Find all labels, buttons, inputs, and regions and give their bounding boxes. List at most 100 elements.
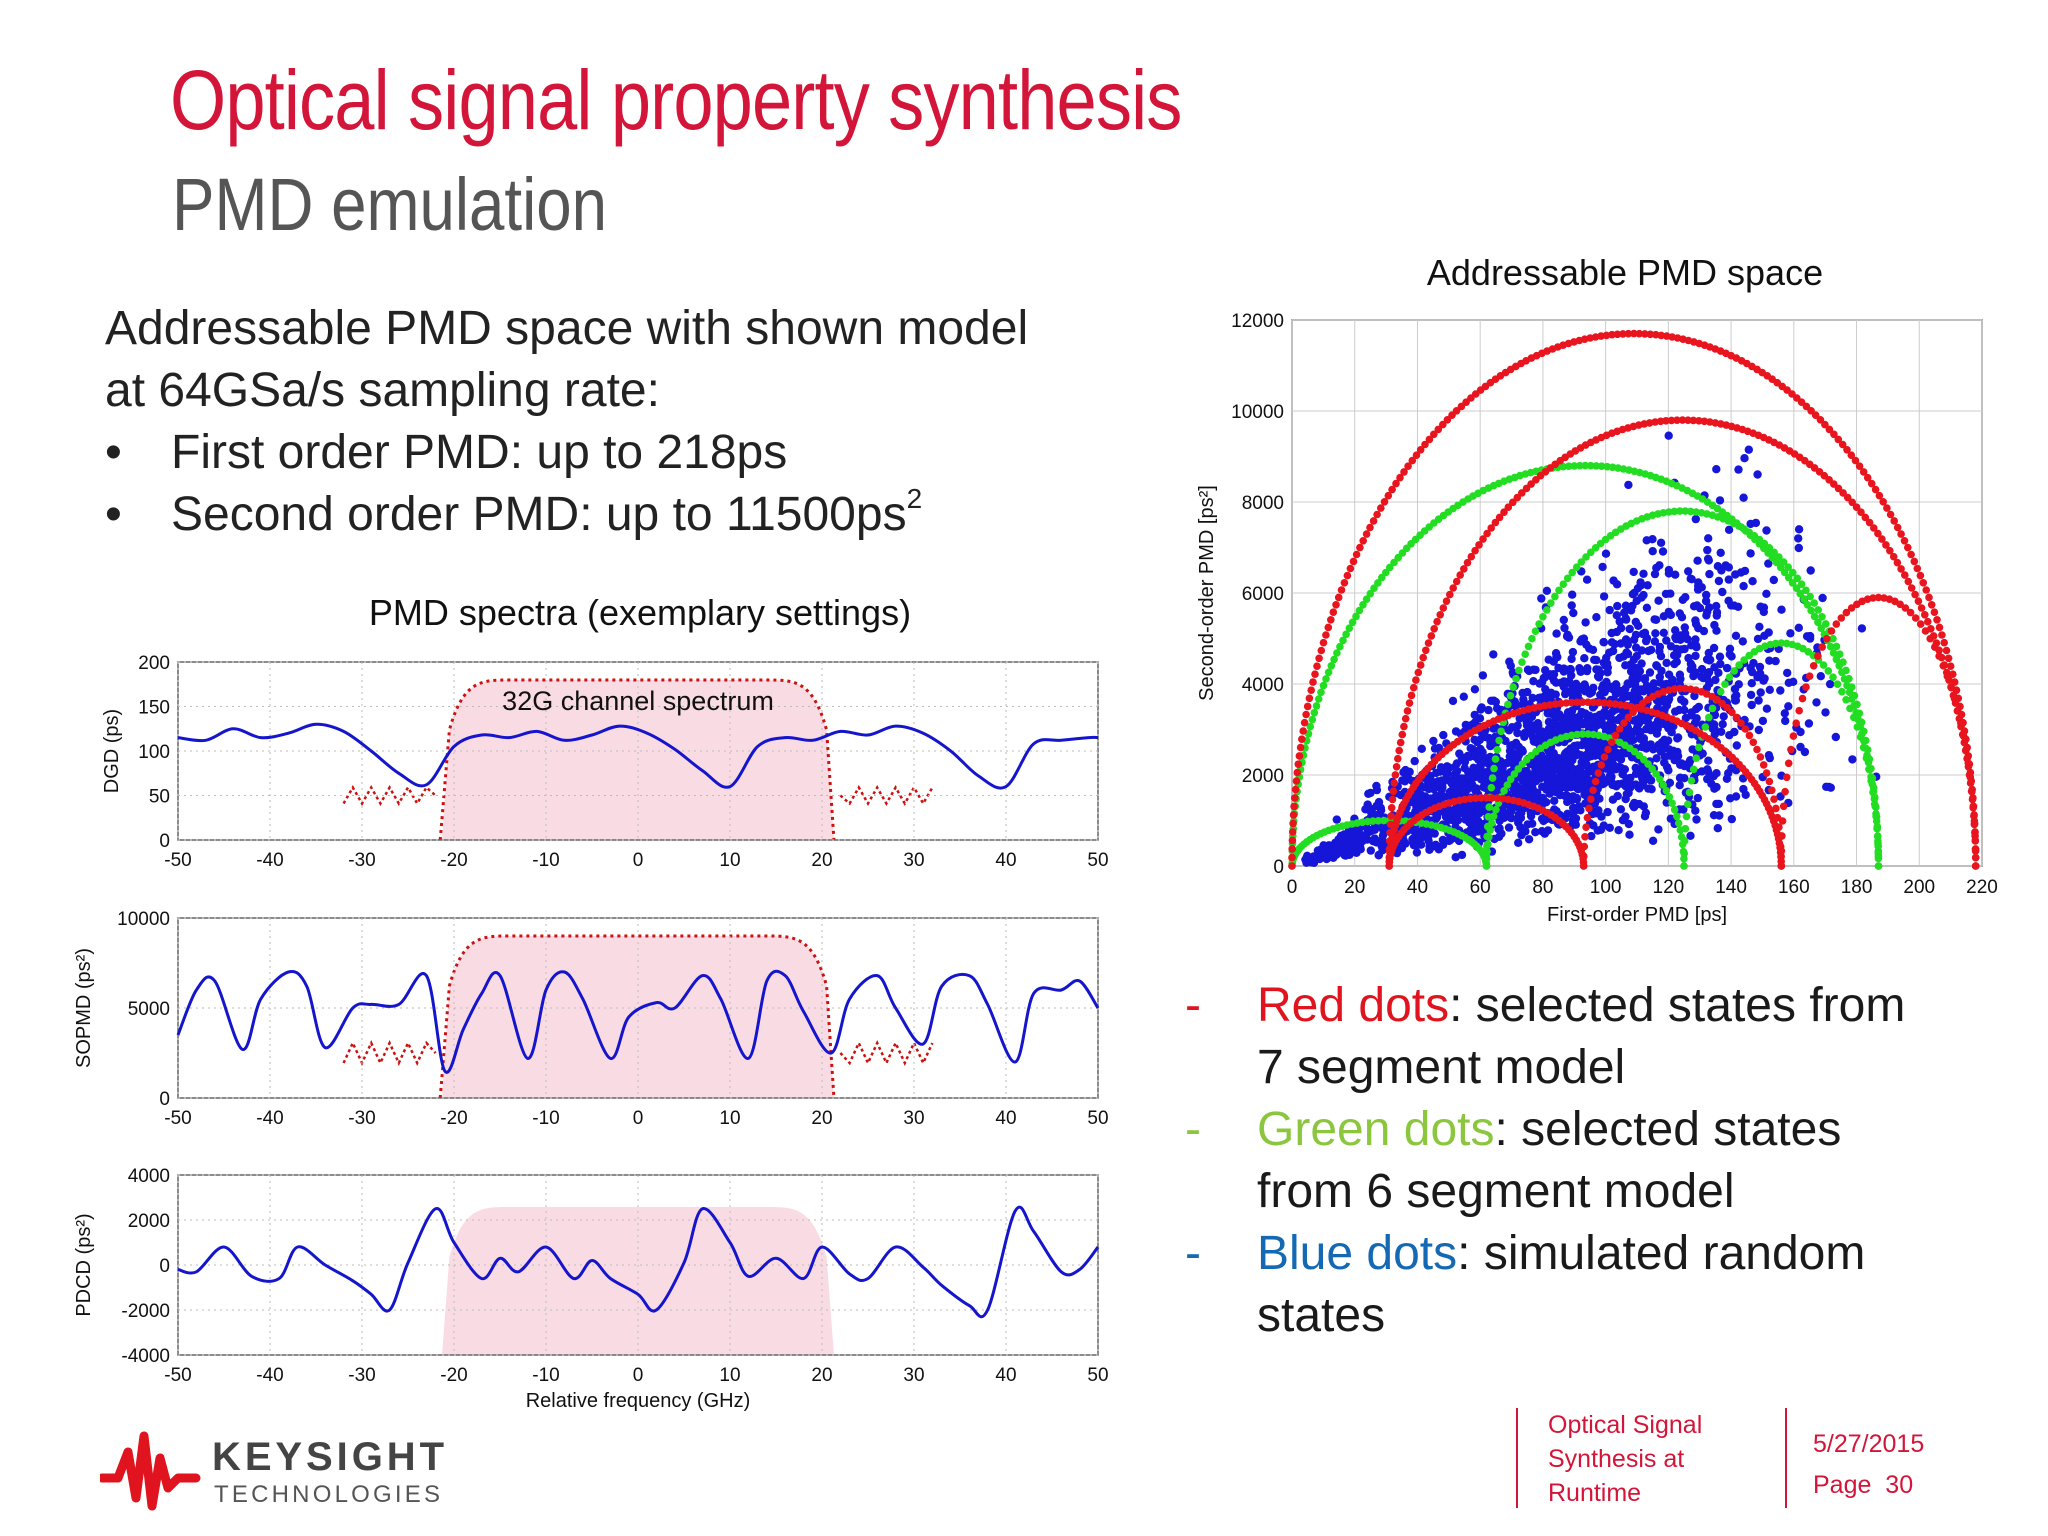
blue-dot: [1765, 685, 1775, 694]
blue-dot: [1415, 803, 1424, 812]
arc-dot: [1847, 604, 1856, 612]
arc-dot: [1906, 608, 1915, 617]
blue-dot: [1704, 668, 1714, 677]
arc-dot: [1404, 462, 1412, 471]
blue-dot: [1569, 608, 1578, 618]
blue-dot: [1513, 728, 1522, 738]
arc-dot: [1796, 589, 1804, 598]
arc-dot: [1409, 683, 1418, 692]
arc-dot: [1959, 732, 1968, 740]
arc-dot: [1853, 700, 1861, 709]
arc-dot: [1475, 541, 1483, 549]
arc-dot: [1346, 564, 1355, 573]
blue-dot: [1857, 624, 1867, 633]
arc-dot: [1870, 524, 1878, 532]
blue-dot: [1678, 595, 1688, 604]
blue-dot: [1574, 714, 1584, 723]
arc-dot: [1352, 550, 1361, 559]
blue-dot: [1374, 851, 1383, 860]
blue-dot: [1765, 753, 1775, 763]
arc-dot: [1922, 586, 1930, 594]
arc-dot: [1592, 462, 1600, 470]
arc-dot: [1924, 617, 1932, 626]
arc-dot: [1964, 759, 1973, 768]
arc-dot: [1492, 805, 1500, 814]
blue-dot: [1542, 754, 1551, 764]
blue-dot: [1585, 738, 1594, 747]
blue-dot: [1552, 710, 1562, 719]
footer-page: Page 30: [1813, 1471, 2013, 1500]
y-tick-label: 100: [138, 742, 170, 763]
arc-dot: [1291, 794, 1299, 802]
keysight-wave-icon: [100, 1431, 201, 1511]
footer-date-page: 5/27/2015 Page 30: [1785, 1408, 2013, 1508]
blue-dot: [1527, 730, 1536, 739]
blue-dot: [1546, 670, 1555, 679]
blue-dot: [1517, 830, 1526, 839]
blue-dot: [1629, 567, 1638, 577]
arc-dot: [1484, 840, 1492, 849]
arc-dot: [1582, 823, 1590, 831]
arc-dot: [1309, 678, 1317, 686]
arc-dot: [1807, 606, 1815, 615]
arc-dot: [1897, 565, 1905, 573]
blue-dot: [1585, 718, 1594, 727]
bullet-glyph: •: [105, 488, 122, 541]
arc-dot: [1810, 612, 1819, 621]
x-tick-label: -30: [348, 850, 375, 871]
page-label: Page: [1813, 1471, 1872, 1499]
blue-dot: [1613, 601, 1622, 611]
blue-dot: [1514, 751, 1524, 760]
arc-dot: [1916, 571, 1925, 580]
blue-dot: [1425, 845, 1434, 854]
blue-dot: [1597, 710, 1606, 719]
arc-dot: [1865, 518, 1874, 527]
arc-dot: [1856, 733, 1865, 741]
x-tick-label: -10: [532, 1365, 559, 1386]
scatter-title: Addressable PMD space: [1427, 252, 1823, 293]
arc-dot: [1378, 573, 1386, 582]
arc-dot: [1434, 425, 1443, 434]
blue-dot: [1717, 727, 1726, 736]
legend-label: Red dots: [1257, 979, 1450, 1032]
blue-dot: [1523, 782, 1532, 791]
blue-dot: [1571, 814, 1581, 823]
arc-dot: [1506, 691, 1515, 700]
blue-dot: [1597, 812, 1606, 821]
blue-dot: [1794, 543, 1804, 553]
blue-dot: [1553, 652, 1562, 662]
blue-dot: [1550, 796, 1559, 805]
blue-dot: [1714, 576, 1724, 586]
blue-dot: [1487, 737, 1497, 746]
x-tick-label: 40: [995, 850, 1016, 871]
blue-dot: [1412, 848, 1422, 857]
blue-dot: [1784, 702, 1793, 711]
arc-dot: [1659, 781, 1667, 789]
y-tick-label: 12000: [1231, 311, 1284, 332]
arc-dot: [1695, 743, 1703, 752]
blue-dot: [1576, 667, 1585, 676]
arc-dot: [1832, 620, 1841, 628]
blue-dot: [1831, 732, 1841, 742]
x-tick-label: -10: [532, 850, 559, 871]
blue-dot: [1664, 431, 1673, 440]
arc-dot: [1770, 795, 1778, 803]
blue-dot: [1624, 480, 1633, 490]
blue-dot: [1734, 465, 1743, 474]
x-tick-label: 60: [1470, 877, 1491, 898]
arc-dot: [1926, 634, 1934, 643]
arc-dot: [1449, 584, 1457, 592]
arc-dot: [1578, 730, 1587, 738]
blue-dot: [1662, 679, 1671, 689]
arc-dot: [1430, 625, 1438, 633]
arc-dot: [1883, 504, 1891, 512]
arc-dot: [1416, 661, 1425, 669]
blue-dot: [1671, 570, 1680, 579]
blue-dot: [1576, 637, 1585, 646]
arc-dot: [1424, 639, 1433, 647]
arc-dot: [1950, 694, 1959, 703]
x-tick-label: 30: [903, 1108, 924, 1129]
blue-dot: [1556, 678, 1566, 687]
blue-dot: [1565, 759, 1575, 769]
arc-dot: [1842, 696, 1850, 704]
